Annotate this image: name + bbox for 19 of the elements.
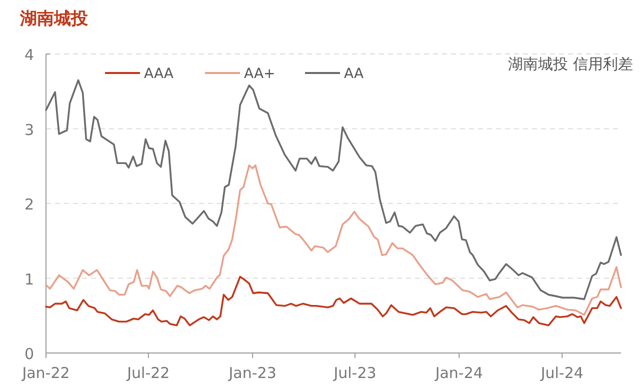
line-series (45, 164, 622, 316)
annotation: 湖南城投 信用利差 (508, 55, 633, 73)
legend-label: AA (344, 66, 364, 82)
y-tick-label: 0 (24, 345, 34, 363)
y-tick-label: 1 (24, 270, 34, 288)
x-tick-label: Jul-24 (540, 364, 584, 382)
y-tick-label: 3 (24, 120, 34, 139)
legend-label: AA+ (244, 66, 276, 82)
x-tick-label: Jan-23 (228, 364, 276, 382)
chart-title: 湖南城投 (19, 9, 89, 29)
legend-label: AAA (144, 66, 174, 82)
x-tick-label: Jan-22 (21, 364, 70, 382)
y-tick-label: 2 (24, 196, 34, 214)
x-tick-label: Jul-22 (126, 364, 170, 382)
x-tick-label: Jul-23 (332, 364, 376, 382)
line-series (45, 79, 622, 300)
line-series (45, 276, 622, 326)
x-tick-label: Jan-24 (434, 364, 483, 382)
y-tick-label: 4 (24, 46, 34, 64)
